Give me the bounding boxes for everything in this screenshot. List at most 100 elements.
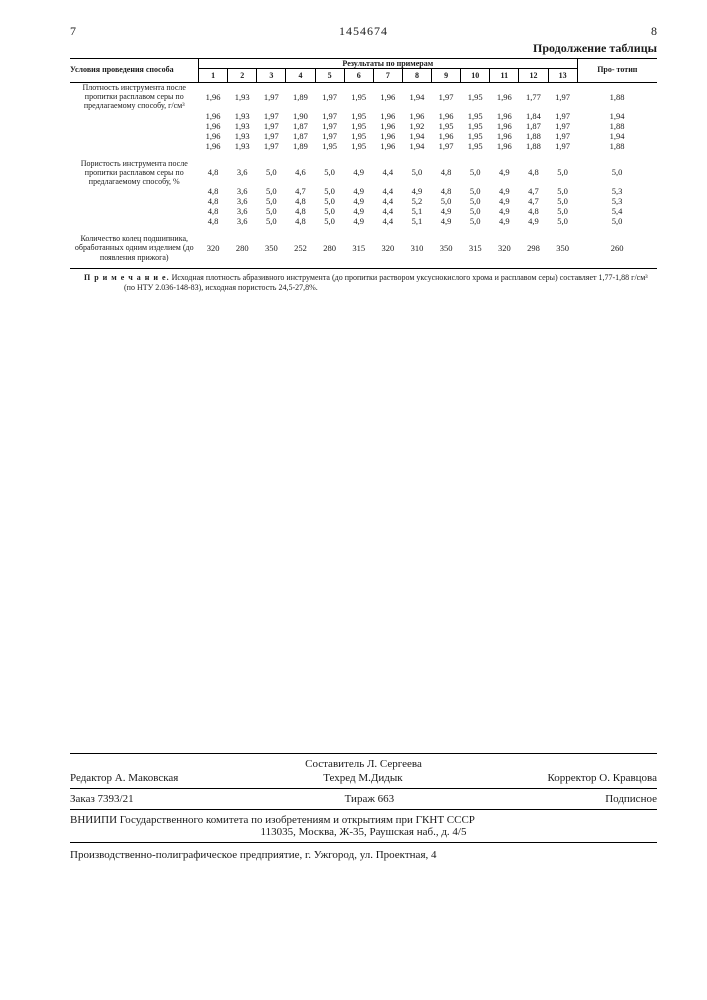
table-cell: 4,8 [432,186,461,196]
table-cell: 1,96 [373,141,402,151]
table-cell: 1,93 [228,111,257,121]
table-cell: 5,0 [548,151,577,187]
table-cell: 1,97 [548,141,577,151]
table-cell: 1,96 [199,141,228,151]
table-cell: 1,95 [344,111,373,121]
table-cell: 4,9 [490,186,519,196]
page-header: 7 1454674 8 [70,24,657,39]
table-cell: 1,97 [257,111,286,121]
techred-credit: Техред М.Дидык [323,772,402,784]
table-cell: 5,0 [461,216,490,226]
table-cell: 4,9 [402,186,431,196]
table-cell: 1,96 [402,111,431,121]
table-cell: 1,96 [373,131,402,141]
table-cell: 1,96 [432,111,461,121]
table-cell: 1,94 [402,83,431,111]
table-cell: 4,9 [344,186,373,196]
table-cell: 310 [402,226,431,268]
table-cell: 5,0 [315,206,344,216]
table-cell: 1,96 [490,83,519,111]
table-cell: 1,95 [344,83,373,111]
table-cell: 5,0 [461,206,490,216]
table-cell: 5,0 [257,196,286,206]
table-cell: 1,87 [286,131,315,141]
table-cell: 4,4 [373,216,402,226]
table-cell: 4,9 [432,206,461,216]
table-cell: 1,95 [344,131,373,141]
tirazh: Тираж 663 [345,793,395,805]
table-row: Количество колец подшипника, обработанны… [70,226,657,268]
table-cell: 4,6 [286,151,315,187]
table-row: 1,961,931,971,871,971,951,961,921,951,95… [70,121,657,131]
table-cell: 1,94 [577,131,657,141]
table-cell: 1,95 [461,83,490,111]
table-cell: 1,96 [199,131,228,141]
table-cell: 4,9 [490,206,519,216]
results-header: Результаты по примерам [199,59,578,69]
row-label [70,206,199,216]
col-num: 11 [490,69,519,83]
patent-number: 1454674 [339,24,388,39]
table-cell: 1,97 [548,111,577,121]
table-cell: 1,97 [548,83,577,111]
table-cell: 1,88 [577,83,657,111]
table-cell: 4,9 [344,151,373,187]
table-cell: 1,89 [286,83,315,111]
table-cell: 1,87 [286,121,315,131]
col-num: 9 [432,69,461,83]
table-cell: 1,97 [315,131,344,141]
row-label [70,196,199,206]
prototype-col-header: Про- тотип [577,59,657,83]
table-cell: 1,96 [199,121,228,131]
col-num: 8 [402,69,431,83]
table-cell: 260 [577,226,657,268]
table-cell: 4,9 [519,216,548,226]
table-cell: 1,96 [490,141,519,151]
table-cell: 5,0 [548,206,577,216]
table-cell: 5,3 [577,196,657,206]
table-cell: 1,95 [315,141,344,151]
table-cell: 1,96 [373,83,402,111]
table-cell: 1,97 [315,83,344,111]
table-row: 1,961,931,971,891,951,951,961,941,971,95… [70,141,657,151]
table-cell: 1,97 [257,131,286,141]
note-text: Исходная плотность абразивного инструмен… [124,273,648,292]
table-cell: 4,9 [432,216,461,226]
table-cell: 1,96 [373,121,402,131]
table-row: 4,83,65,04,85,04,94,45,14,95,04,94,85,05… [70,206,657,216]
org-line-2: 113035, Москва, Ж-35, Раушская наб., д. … [70,826,657,838]
table-cell: 5,0 [548,196,577,206]
note-lead: П р и м е ч а н и е. [84,273,170,282]
table-cell: 298 [519,226,548,268]
col-num: 10 [461,69,490,83]
table-cell: 5,0 [432,196,461,206]
podpisnoe: Подписное [605,793,657,805]
table-cell: 1,95 [344,121,373,131]
table-cell: 3,6 [228,186,257,196]
table-cell: 1,95 [344,141,373,151]
table-cell: 4,7 [519,186,548,196]
table-cell: 1,95 [461,141,490,151]
table-cell: 350 [548,226,577,268]
imprint-footer: Составитель Л. Сергеева Редактор А. Мако… [70,753,657,861]
table-cell: 5,1 [402,206,431,216]
table-cell: 5,0 [315,196,344,206]
table-row: Пористость инструмента после пропитки ра… [70,151,657,187]
col-num: 12 [519,69,548,83]
table-cell: 1,95 [432,121,461,131]
row-label [70,216,199,226]
table-cell: 1,96 [490,131,519,141]
table-cell: 1,92 [402,121,431,131]
table-cell: 1,95 [461,131,490,141]
table-cell: 4,8 [199,196,228,206]
table-cell: 5,0 [461,151,490,187]
table-cell: 4,9 [490,196,519,206]
table-cell: 4,7 [286,186,315,196]
table-cell: 5,0 [257,216,286,226]
results-table: Условия проведения способа Результаты по… [70,58,657,269]
table-cell: 1,96 [373,111,402,121]
table-cell: 320 [199,226,228,268]
table-cell: 1,97 [315,121,344,131]
table-cell: 5,0 [315,186,344,196]
table-cell: 1,94 [577,111,657,121]
